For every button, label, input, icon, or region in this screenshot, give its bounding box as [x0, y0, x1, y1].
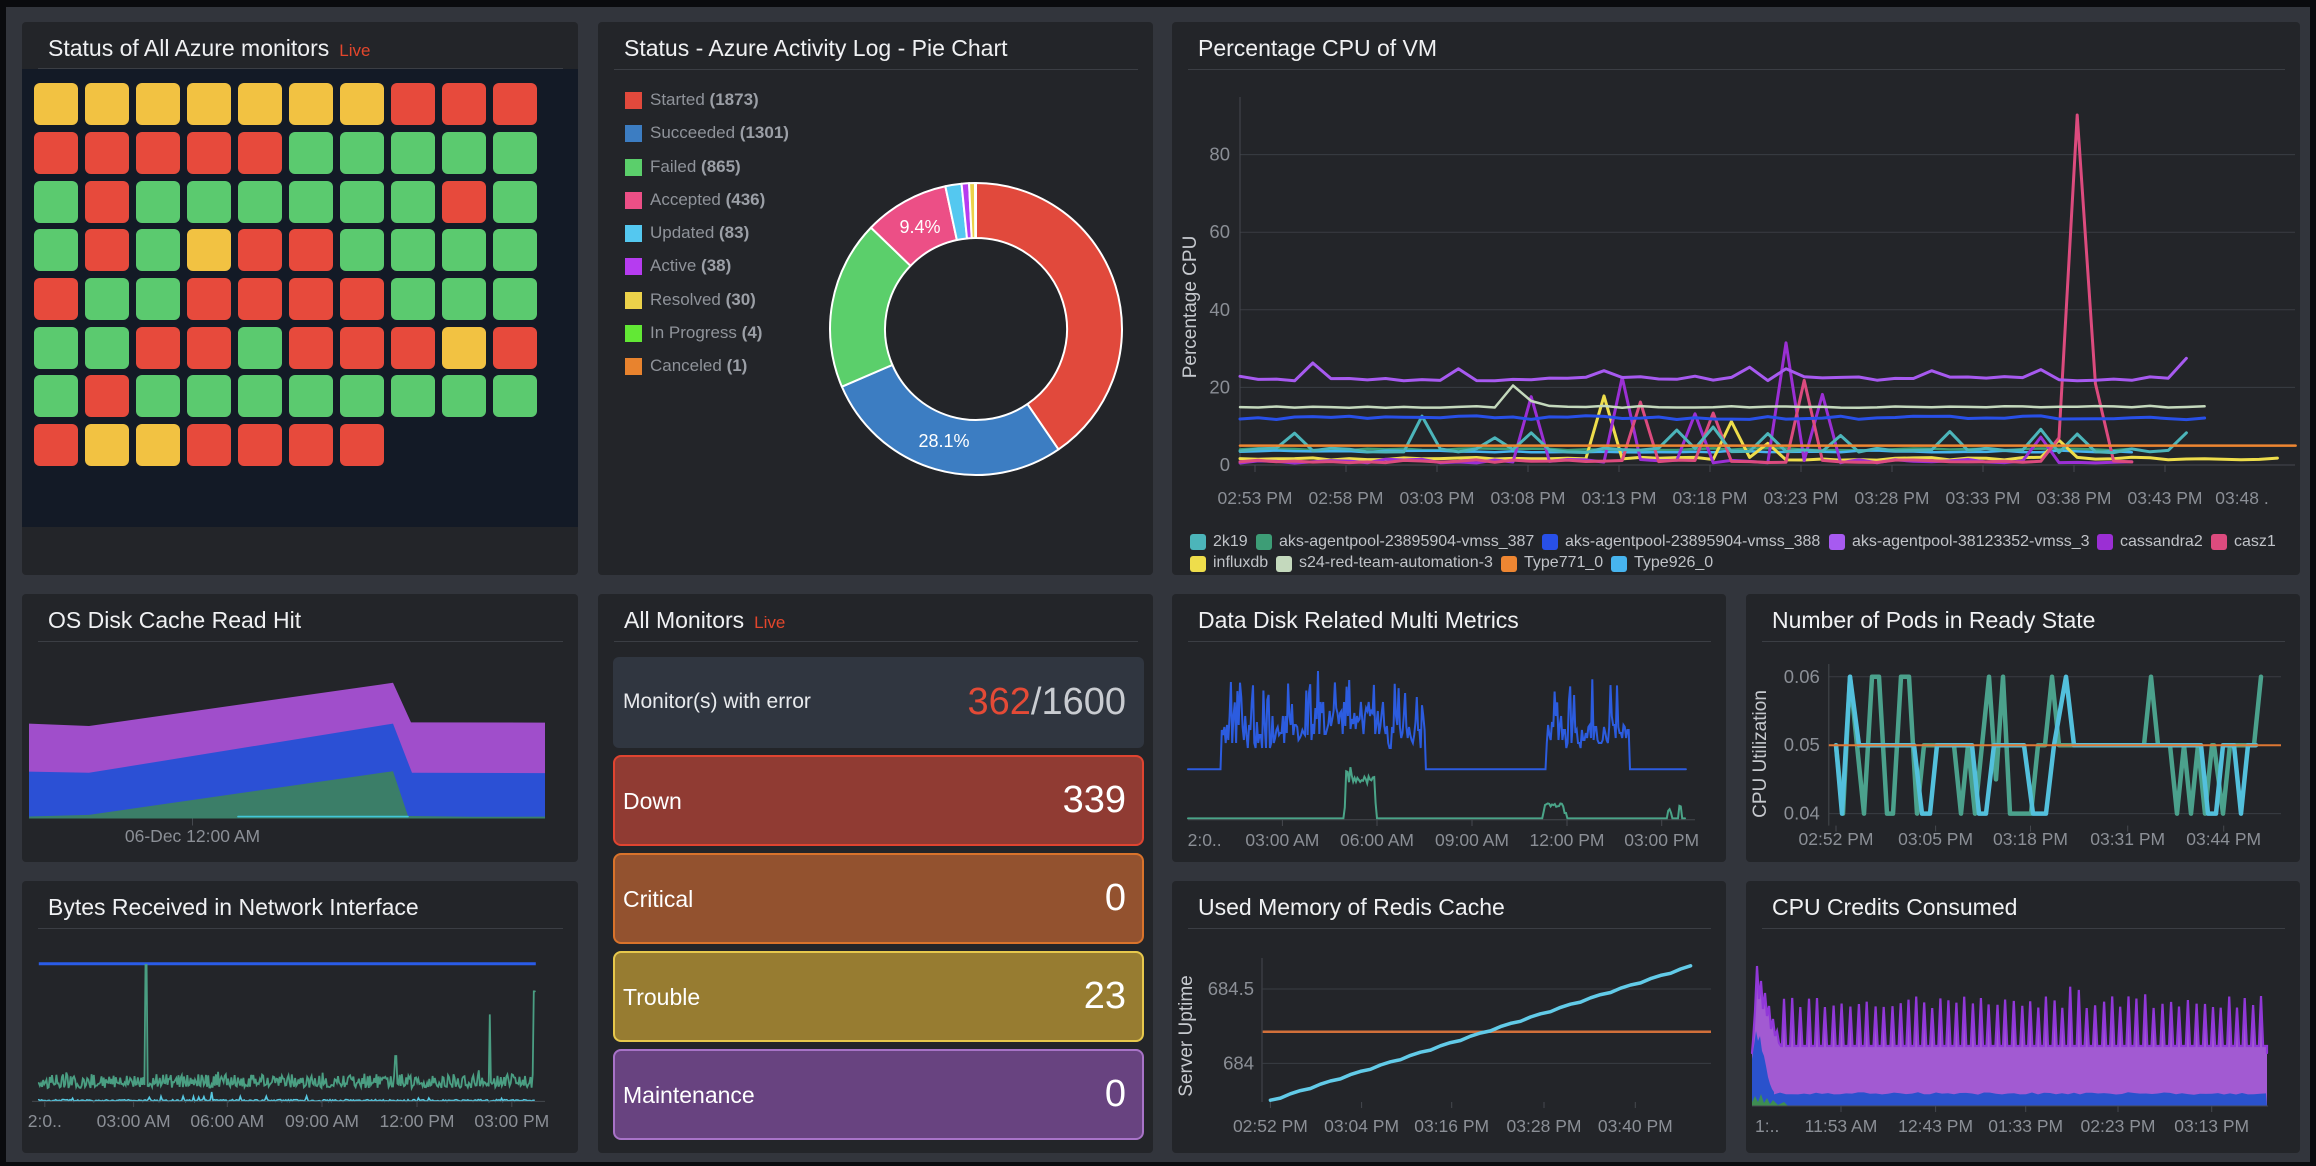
svg-text:9.4%: 9.4%	[899, 217, 940, 237]
svg-text:03:44 PM: 03:44 PM	[2186, 829, 2261, 849]
svg-text:03:23 PM: 03:23 PM	[1764, 488, 1839, 508]
svg-text:12:43 PM: 12:43 PM	[1898, 1116, 1973, 1136]
svg-text:02:53 PM: 02:53 PM	[1218, 488, 1293, 508]
svg-text:03:05 PM: 03:05 PM	[1898, 829, 1973, 849]
svg-text:06-Dec 12:00 AM: 06-Dec 12:00 AM	[125, 826, 260, 846]
svg-text:03:31 PM: 03:31 PM	[2090, 829, 2165, 849]
svg-text:60: 60	[1209, 221, 1230, 242]
svg-text:02:58 PM: 02:58 PM	[1309, 488, 1384, 508]
svg-text:03:00 PM: 03:00 PM	[1624, 830, 1699, 850]
svg-text:03:28 PM: 03:28 PM	[1507, 1116, 1582, 1136]
svg-text:03:16 PM: 03:16 PM	[1414, 1116, 1489, 1136]
svg-text:80: 80	[1209, 144, 1230, 165]
svg-text:02:23 PM: 02:23 PM	[2081, 1116, 2156, 1136]
svg-text:03:04 PM: 03:04 PM	[1324, 1116, 1399, 1136]
svg-text:03:40 PM: 03:40 PM	[1598, 1116, 1673, 1136]
svg-text:03:00 PM: 03:00 PM	[474, 1111, 549, 1131]
svg-text:03:13 PM: 03:13 PM	[2174, 1116, 2249, 1136]
svg-text:684.5: 684.5	[1208, 978, 1254, 999]
svg-text:03:48 .: 03:48 .	[2215, 488, 2269, 508]
svg-text:Percentage CPU: Percentage CPU	[1180, 236, 1201, 379]
svg-text:Server Uptime: Server Uptime	[1176, 975, 1197, 1096]
svg-text:20: 20	[1209, 376, 1230, 397]
svg-text:03:18 PM: 03:18 PM	[1993, 829, 2068, 849]
svg-text:09:00 AM: 09:00 AM	[285, 1111, 359, 1131]
svg-text:06:00 AM: 06:00 AM	[190, 1111, 264, 1131]
svg-text:0.04: 0.04	[1784, 803, 1820, 824]
svg-text:CPU Utilization: CPU Utilization	[1750, 690, 1771, 818]
svg-text:03:33 PM: 03:33 PM	[1946, 488, 2021, 508]
svg-text:684: 684	[1223, 1052, 1254, 1073]
svg-text:12:00 PM: 12:00 PM	[380, 1111, 455, 1131]
svg-text:0.06: 0.06	[1784, 666, 1820, 687]
svg-text:12:00 PM: 12:00 PM	[1530, 830, 1605, 850]
svg-text:40: 40	[1209, 299, 1230, 320]
svg-text:11:53 AM: 11:53 AM	[1805, 1116, 1878, 1136]
svg-text:06:00 AM: 06:00 AM	[1340, 830, 1414, 850]
svg-text:0: 0	[1220, 454, 1230, 475]
svg-text:03:18 PM: 03:18 PM	[1673, 488, 1748, 508]
svg-text:03:08 PM: 03:08 PM	[1491, 488, 1566, 508]
svg-text:1:..: 1:..	[1755, 1116, 1779, 1136]
svg-text:01:33 PM: 01:33 PM	[1988, 1116, 2063, 1136]
svg-text:02:52 PM: 02:52 PM	[1233, 1116, 1308, 1136]
svg-text:03:13 PM: 03:13 PM	[1582, 488, 1657, 508]
svg-text:03:28 PM: 03:28 PM	[1855, 488, 1930, 508]
svg-text:02:52 PM: 02:52 PM	[1799, 829, 1874, 849]
svg-text:09:00 AM: 09:00 AM	[1435, 830, 1509, 850]
svg-text:0.05: 0.05	[1784, 734, 1820, 755]
svg-text:03:00 AM: 03:00 AM	[1245, 830, 1319, 850]
svg-text:2:0..: 2:0..	[28, 1111, 62, 1131]
svg-text:03:38 PM: 03:38 PM	[2037, 488, 2112, 508]
svg-text:03:00 AM: 03:00 AM	[97, 1111, 171, 1131]
svg-text:03:03 PM: 03:03 PM	[1400, 488, 1475, 508]
svg-text:03:43 PM: 03:43 PM	[2128, 488, 2203, 508]
svg-text:2:0..: 2:0..	[1188, 830, 1222, 850]
svg-text:28.1%: 28.1%	[918, 431, 969, 451]
